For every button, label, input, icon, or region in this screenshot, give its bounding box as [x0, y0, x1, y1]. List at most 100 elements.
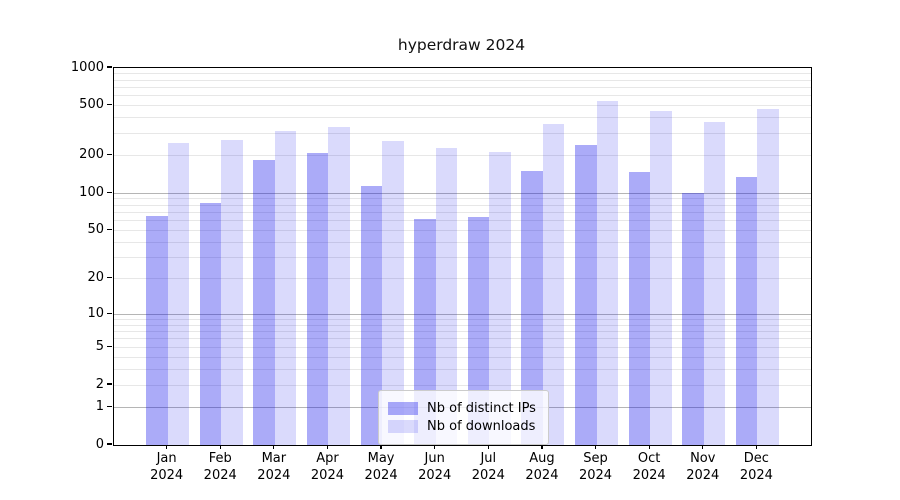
x-tick-feb	[219, 445, 221, 449]
x-tick-label-year: 2024	[686, 467, 720, 483]
bar-nb-of-distinct-ips-may	[360, 185, 383, 445]
x-tick-label-aug: Aug 2024	[510, 451, 574, 484]
gridline-minor-8	[114, 324, 811, 326]
x-tick-label-year: 2024	[632, 467, 666, 483]
x-tick-label-apr: Apr 2024	[295, 451, 359, 484]
gridline-minor-300	[114, 133, 811, 135]
bar-nb-of-distinct-ips-oct	[628, 171, 651, 445]
x-tick-sep	[594, 445, 597, 449]
x-tick-label-year: 2024	[150, 467, 184, 483]
legend-swatch-distinct-ips	[388, 402, 418, 415]
x-tick-label-jun: Jun 2024	[403, 451, 467, 484]
gridline-minor-800	[114, 79, 811, 81]
x-tick-mar	[273, 445, 275, 449]
y-tick-0	[107, 443, 112, 445]
y-tick-label-50: 50	[87, 221, 104, 237]
y-tick-label-2: 2	[95, 376, 104, 392]
legend-item-downloads: Nb of downloads	[388, 419, 540, 434]
y-tick-label-500: 500	[79, 97, 104, 113]
x-tick-label-year: 2024	[257, 467, 291, 483]
x-tick-oct	[648, 445, 650, 449]
gridline-minor-400	[114, 117, 811, 119]
y-tick-500	[107, 104, 112, 106]
x-tick-jan	[166, 445, 168, 449]
gridline-major-10	[114, 313, 811, 315]
y-tick-label-100: 100	[79, 184, 104, 200]
x-tick-label-year: 2024	[739, 467, 773, 483]
y-tick-2	[107, 383, 112, 385]
gridline-minor-7	[114, 331, 811, 333]
y-tick-label-10: 10	[87, 305, 104, 321]
legend-label-downloads: Nb of downloads	[427, 419, 536, 434]
x-tick-label-may: May 2024	[349, 451, 413, 484]
x-tick-label-dec: Dec 2024	[724, 451, 788, 484]
gridline-minor-40	[114, 241, 811, 243]
x-tick-may	[380, 445, 382, 449]
bar-nb-of-downloads-mar	[274, 130, 297, 445]
legend-label-distinct-ips: Nb of distinct IPs	[427, 401, 536, 416]
gridline-minor-900	[114, 73, 811, 75]
gridline-minor-90	[114, 198, 811, 200]
gridline-minor-2	[114, 384, 811, 386]
x-tick-label-jan: Jan 2024	[135, 451, 199, 484]
y-tick-label-200: 200	[79, 147, 104, 163]
x-tick-label-year: 2024	[203, 467, 237, 483]
x-tick-dec	[755, 445, 757, 449]
x-tick-apr	[326, 445, 329, 449]
bar-nb-of-downloads-dec	[757, 108, 779, 445]
bar-nb-of-distinct-ips-jan	[146, 216, 168, 445]
bar-nb-of-distinct-ips-jun	[414, 218, 436, 445]
y-tick-20	[107, 277, 112, 279]
plot-area: Nb of distinct IPs Nb of downloads	[113, 67, 812, 446]
bar-nb-of-distinct-ips-jul	[467, 217, 490, 445]
gridline-minor-20	[114, 278, 811, 280]
gridline-minor-600	[114, 95, 811, 97]
x-tick-label-jul: Jul 2024	[456, 451, 520, 484]
x-tick-label-oct: Oct 2024	[617, 451, 681, 484]
bar-nb-of-downloads-jan	[167, 143, 190, 445]
bar-nb-of-distinct-ips-aug	[521, 170, 543, 445]
bar-nb-of-downloads-feb	[221, 140, 243, 445]
bar-nb-of-distinct-ips-dec	[735, 176, 758, 445]
gridline-minor-50	[114, 229, 811, 231]
gridline-minor-500	[114, 105, 811, 107]
bar-nb-of-distinct-ips-mar	[253, 159, 275, 445]
bar-nb-of-downloads-jul	[489, 151, 511, 445]
x-tick-label-year: 2024	[525, 467, 559, 483]
y-tick-label-1: 1	[95, 398, 104, 414]
bar-nb-of-downloads-aug	[542, 123, 565, 445]
x-tick-label-year: 2024	[418, 467, 452, 483]
y-tick-label-1000: 1000	[70, 59, 104, 75]
gridline-minor-6	[114, 338, 811, 340]
gridline-minor-60	[114, 220, 811, 222]
x-tick-label-mar: Mar 2024	[242, 451, 306, 484]
bar-nb-of-downloads-oct	[650, 111, 672, 445]
bar-nb-of-distinct-ips-apr	[306, 152, 329, 445]
x-tick-label-feb: Feb 2024	[188, 451, 252, 484]
y-tick-100	[107, 191, 112, 193]
gridline-minor-700	[114, 86, 811, 88]
y-tick-10	[107, 312, 112, 314]
bar-nb-of-distinct-ips-nov	[682, 193, 704, 445]
x-tick-label-year: 2024	[364, 467, 398, 483]
legend: Nb of distinct IPs Nb of downloads	[378, 390, 549, 445]
y-tick-1	[107, 405, 112, 407]
chart-title: hyperdraw 2024	[397, 36, 526, 54]
legend-swatch-downloads	[388, 420, 418, 433]
bar-nb-of-downloads-sep	[596, 101, 619, 445]
x-tick-nov	[702, 445, 704, 449]
x-tick-jun	[434, 445, 436, 449]
bar-nb-of-downloads-jun	[435, 147, 458, 445]
x-tick-label-year: 2024	[578, 467, 613, 483]
x-tick-jul	[487, 445, 489, 449]
y-tick-label-0: 0	[95, 436, 104, 452]
gridline-minor-200	[114, 155, 811, 157]
y-tick-200	[107, 154, 112, 156]
y-tick-50	[107, 228, 112, 231]
gridline-minor-80	[114, 204, 811, 206]
bar-nb-of-downloads-nov	[703, 122, 726, 445]
legend-item-distinct-ips: Nb of distinct IPs	[388, 401, 540, 416]
gridline-minor-30	[114, 257, 811, 259]
x-tick-label-sep: Sep 2024	[564, 451, 628, 484]
gridline-minor-5	[114, 346, 811, 348]
